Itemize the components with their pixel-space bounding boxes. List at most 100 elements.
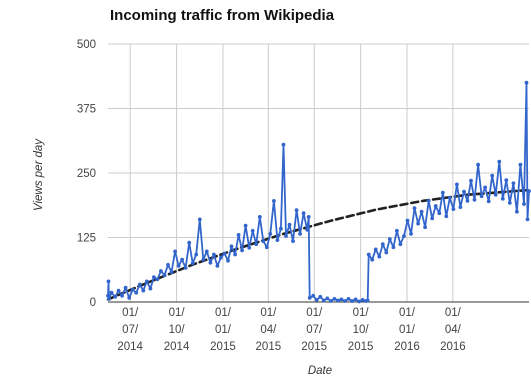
data-point [511, 181, 516, 186]
data-point [226, 258, 230, 263]
data-point [127, 296, 132, 300]
data-point [162, 273, 167, 278]
data-point [236, 233, 241, 237]
data-point [194, 252, 199, 257]
data-point [360, 298, 365, 302]
data-point [350, 299, 354, 303]
data-point [301, 211, 306, 216]
data-point [279, 226, 283, 231]
data-point [169, 270, 174, 274]
data-point [306, 215, 311, 219]
data-point [462, 189, 466, 194]
trend-line [106, 188, 531, 301]
data-point [106, 293, 110, 298]
y-tick-label: 375 [77, 104, 96, 116]
data-point [287, 222, 292, 227]
data-point [120, 293, 124, 298]
data-point [268, 232, 273, 236]
data-point [447, 195, 452, 200]
x-tick-label: 01/07/2015 [301, 307, 327, 353]
data-point [137, 282, 142, 287]
data-point [486, 199, 491, 204]
y-tick-label: 125 [77, 233, 96, 245]
data-point [395, 228, 399, 233]
x-tick-label: 01/04/2015 [256, 307, 282, 353]
data-point [472, 197, 477, 202]
y-tick-label: 500 [77, 39, 96, 51]
data-point [116, 288, 121, 293]
y-axis-ticks: 0 125 250 375 500 [77, 39, 96, 309]
data-point [264, 245, 269, 250]
data-point [483, 185, 487, 190]
data-point [366, 252, 371, 257]
data-point [176, 264, 181, 268]
data-point [155, 277, 160, 282]
data-point [113, 294, 117, 299]
data-point [522, 202, 526, 206]
data-point [426, 199, 431, 203]
data-point [222, 251, 227, 256]
data-point [469, 178, 473, 183]
x-tick-label: 01/01/2015 [210, 307, 236, 353]
daily-views-line [107, 81, 530, 303]
data-point [423, 225, 427, 230]
data-point [261, 239, 266, 244]
data-point [451, 207, 456, 212]
data-point [180, 257, 185, 262]
data-point [173, 249, 178, 254]
data-point [183, 266, 188, 270]
data-point [507, 201, 512, 205]
data-point [281, 142, 286, 147]
data-point [190, 261, 195, 266]
data-point [141, 288, 146, 293]
data-point [250, 228, 255, 233]
data-point [490, 173, 495, 178]
data-point [294, 208, 299, 213]
data-point [106, 279, 111, 284]
data-point [159, 269, 163, 273]
data-point [380, 242, 385, 247]
data-point [419, 209, 424, 214]
data-point [229, 244, 234, 249]
data-point [497, 159, 502, 164]
data-point [123, 285, 128, 290]
data-point [433, 204, 438, 208]
data-point [305, 227, 310, 232]
data-point [311, 293, 316, 298]
data-point [148, 286, 153, 291]
data-point [504, 178, 509, 183]
data-point [479, 194, 484, 199]
data-point [254, 242, 259, 247]
data-point [416, 221, 420, 226]
data-point [243, 223, 248, 228]
data-point [524, 80, 529, 85]
data-point [343, 299, 347, 303]
data-point [187, 240, 192, 245]
data-point [437, 211, 442, 216]
data-point [325, 296, 330, 301]
y-axis-label: Views per day [33, 138, 45, 211]
data-point [493, 192, 498, 197]
data-point [215, 264, 220, 268]
data-point [332, 297, 337, 301]
data-point [458, 205, 463, 210]
x-tick-label: 01/04/2016 [440, 307, 466, 353]
data-point [527, 189, 531, 194]
data-point [357, 299, 361, 304]
data-point [339, 297, 344, 302]
data-point [307, 296, 312, 300]
data-point [197, 217, 202, 222]
data-point [444, 214, 449, 219]
data-point [412, 206, 417, 211]
data-point [465, 199, 470, 203]
data-point [402, 234, 406, 238]
data-point [275, 238, 280, 243]
data-point [134, 290, 139, 295]
data-point [240, 248, 245, 253]
data-point [318, 294, 323, 299]
data-point [391, 245, 396, 250]
data-point [109, 290, 114, 295]
data-point [166, 262, 170, 267]
data-point [365, 298, 370, 303]
y-tick-label: 0 [90, 297, 96, 309]
